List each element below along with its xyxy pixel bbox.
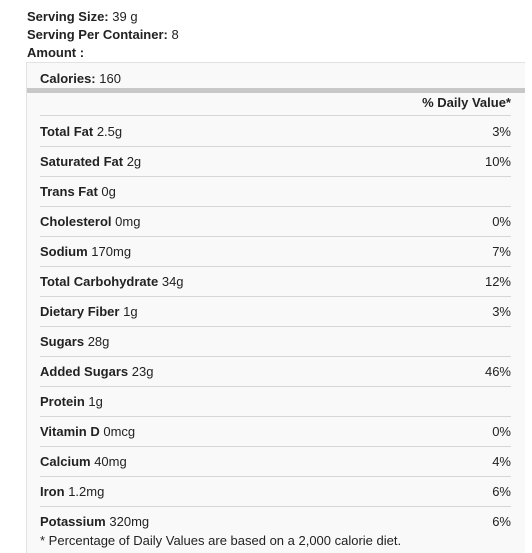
serving-size-label: Serving Size: <box>27 9 109 24</box>
calories-value: 160 <box>99 71 121 86</box>
nutrient-row: Total Carbohydrate 34g 12% <box>40 273 511 291</box>
nutrient-row: Saturated Fat 2g 10% <box>40 153 511 171</box>
nutrient-row: Dietary Fiber 1g 3% <box>40 303 511 321</box>
nutrient-name: Saturated Fat <box>40 154 124 169</box>
nutrient-name: Calcium <box>40 454 91 469</box>
serving-info: Serving Size: 39 g Serving Per Container… <box>27 8 179 62</box>
nutrient-row: Sodium 170mg 7% <box>40 243 511 261</box>
nutrient-daily-value: 6% <box>492 514 511 529</box>
nutrient-daily-value: 4% <box>492 454 511 469</box>
divider <box>40 476 511 477</box>
nutrient-row: Protein 1g <box>40 393 511 411</box>
nutrient-amount: 320mg <box>109 514 150 529</box>
nutrient-daily-value: 0% <box>492 424 511 439</box>
nutrient-row: Added Sugars 23g 46% <box>40 363 511 381</box>
nutrient-row: Vitamin D 0mcg 0% <box>40 423 511 441</box>
nutrient-row: Iron 1.2mg 6% <box>40 483 511 501</box>
nutrient-row: Sugars 28g <box>40 333 511 351</box>
nutrient-amount: 40mg <box>94 454 127 469</box>
divider <box>40 236 511 237</box>
nutrient-row: Cholesterol 0mg 0% <box>40 213 511 231</box>
nutrient-name: Cholesterol <box>40 214 112 229</box>
nutrient-row: Potassium 320mg 6% <box>40 513 511 531</box>
nutrient-daily-value: 10% <box>484 154 511 169</box>
nutrition-panel: Calories: 160 % Daily Value* Total Fat 2… <box>26 62 525 553</box>
nutrient-amount: 1g <box>123 304 138 319</box>
servings-per-container-line: Serving Per Container: 8 <box>27 26 179 44</box>
divider <box>40 176 511 177</box>
nutrient-amount: 1.2mg <box>68 484 105 499</box>
nutrient-name: Added Sugars <box>40 364 129 379</box>
nutrient-amount: 0g <box>101 184 116 199</box>
serving-size-value: 39 g <box>112 9 138 24</box>
nutrient-amount: 1g <box>88 394 103 409</box>
nutrient-amount: 170mg <box>91 244 132 259</box>
thick-divider <box>27 88 525 93</box>
divider <box>40 266 511 267</box>
divider <box>40 446 511 447</box>
nutrient-name: Total Fat <box>40 124 94 139</box>
nutrient-amount: 23g <box>131 364 154 379</box>
serving-size-line: Serving Size: 39 g <box>27 8 179 26</box>
nutrient-daily-value: 6% <box>492 484 511 499</box>
nutrient-name: Dietary Fiber <box>40 304 120 319</box>
nutrient-name: Total Carbohydrate <box>40 274 159 289</box>
nutrient-daily-value: 12% <box>484 274 511 289</box>
divider <box>40 356 511 357</box>
nutrient-amount: 0mcg <box>103 424 136 439</box>
divider <box>40 386 511 387</box>
divider <box>40 326 511 327</box>
divider <box>40 296 511 297</box>
nutrient-name: Vitamin D <box>40 424 100 439</box>
nutrient-daily-value: 0% <box>492 214 511 229</box>
nutrient-name: Sugars <box>40 334 85 349</box>
divider <box>40 416 511 417</box>
nutrient-amount: 28g <box>87 334 110 349</box>
divider <box>40 146 511 147</box>
nutrient-row: Calcium 40mg 4% <box>40 453 511 471</box>
nutrient-daily-value: 46% <box>484 364 511 379</box>
divider <box>40 206 511 207</box>
nutrient-name: Sodium <box>40 244 88 259</box>
calories-line: Calories: 160 <box>40 71 121 86</box>
daily-value-header: % Daily Value* <box>422 95 511 110</box>
nutrient-row: Total Fat 2.5g 3% <box>40 123 511 141</box>
nutrient-daily-value: 7% <box>492 244 511 259</box>
divider <box>40 506 511 507</box>
servings-per-container-value: 8 <box>171 27 179 42</box>
nutrient-row: Trans Fat 0g <box>40 183 511 201</box>
nutrient-daily-value: 3% <box>492 124 511 139</box>
nutrient-daily-value: 3% <box>492 304 511 319</box>
nutrient-name: Protein <box>40 394 85 409</box>
nutrient-name: Iron <box>40 484 65 499</box>
nutrient-name: Trans Fat <box>40 184 98 199</box>
nutrient-amount: 34g <box>161 274 184 289</box>
amount-label: Amount : <box>27 45 85 60</box>
divider <box>40 115 511 116</box>
nutrient-name: Potassium <box>40 514 106 529</box>
amount-line: Amount : <box>27 44 179 62</box>
nutrient-amount: 2g <box>126 154 142 169</box>
nutrient-amount: 0mg <box>115 214 141 229</box>
servings-per-container-label: Serving Per Container: <box>27 27 168 42</box>
calories-label: Calories: <box>40 71 96 86</box>
nutrient-amount: 2.5g <box>96 124 123 139</box>
footnote: * Percentage of Daily Values are based o… <box>40 533 402 548</box>
